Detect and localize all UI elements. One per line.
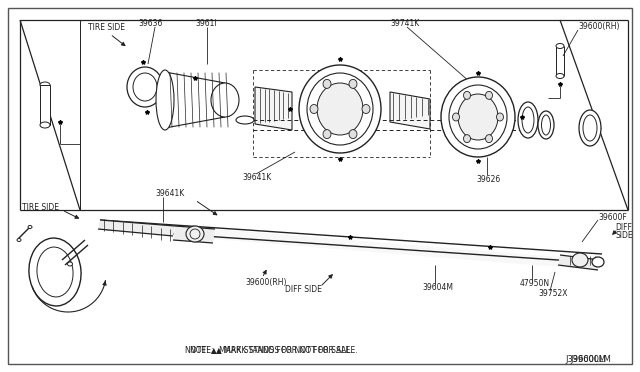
Ellipse shape	[307, 73, 373, 145]
Ellipse shape	[40, 122, 50, 128]
Ellipse shape	[458, 94, 498, 140]
Ellipse shape	[186, 226, 204, 242]
Text: J39600LM: J39600LM	[565, 355, 606, 363]
Polygon shape	[558, 255, 600, 270]
Ellipse shape	[541, 115, 550, 135]
Ellipse shape	[518, 102, 538, 138]
Text: 47950N: 47950N	[520, 279, 550, 289]
Ellipse shape	[362, 105, 370, 113]
Text: 39636: 39636	[138, 19, 163, 29]
Ellipse shape	[236, 116, 254, 124]
Text: TIRE SIDE: TIRE SIDE	[88, 23, 125, 32]
Ellipse shape	[211, 83, 239, 117]
Ellipse shape	[579, 110, 601, 146]
Ellipse shape	[299, 65, 381, 153]
Polygon shape	[255, 87, 292, 130]
Text: 39600F: 39600F	[598, 212, 627, 221]
Ellipse shape	[486, 92, 493, 99]
Polygon shape	[165, 72, 225, 128]
Polygon shape	[40, 85, 50, 125]
Ellipse shape	[556, 74, 564, 78]
Ellipse shape	[317, 83, 363, 135]
Text: NOTE: ▲ MARK STANDS FOR NOT FOR SALE.: NOTE: ▲ MARK STANDS FOR NOT FOR SALE.	[185, 346, 353, 355]
Ellipse shape	[323, 79, 331, 89]
Ellipse shape	[37, 247, 73, 297]
Ellipse shape	[323, 129, 331, 139]
Ellipse shape	[583, 115, 597, 141]
Ellipse shape	[463, 92, 470, 99]
Ellipse shape	[349, 129, 357, 139]
Text: 39626: 39626	[476, 174, 500, 183]
Text: 39600(RH): 39600(RH)	[245, 278, 287, 286]
Text: 39641K: 39641K	[155, 189, 184, 199]
Text: 39752X: 39752X	[538, 289, 568, 298]
Text: 39641K: 39641K	[242, 173, 271, 182]
Polygon shape	[556, 46, 564, 76]
Ellipse shape	[29, 238, 81, 306]
Ellipse shape	[349, 79, 357, 89]
Text: 39600(RH): 39600(RH)	[578, 22, 620, 32]
Ellipse shape	[463, 135, 470, 142]
Ellipse shape	[486, 135, 493, 142]
Text: SIDE: SIDE	[615, 231, 632, 241]
Ellipse shape	[441, 77, 515, 157]
Ellipse shape	[522, 107, 534, 133]
Ellipse shape	[190, 229, 200, 239]
Text: J39600LM: J39600LM	[570, 355, 611, 363]
Ellipse shape	[156, 70, 174, 130]
Ellipse shape	[67, 262, 72, 266]
Ellipse shape	[133, 73, 157, 101]
Ellipse shape	[452, 113, 460, 121]
Ellipse shape	[572, 253, 588, 267]
Ellipse shape	[310, 105, 318, 113]
Ellipse shape	[497, 113, 504, 121]
Text: NOTE: ▲ MARK STANDS FOR NOT FOR SALE.: NOTE: ▲ MARK STANDS FOR NOT FOR SALE.	[190, 346, 358, 355]
Ellipse shape	[127, 67, 163, 107]
Ellipse shape	[449, 85, 507, 149]
Text: TIRE SIDE: TIRE SIDE	[22, 202, 59, 212]
Text: DIFF SIDE: DIFF SIDE	[285, 285, 322, 295]
Ellipse shape	[17, 238, 21, 241]
Ellipse shape	[40, 82, 50, 88]
Ellipse shape	[28, 225, 32, 228]
Text: DIFF: DIFF	[615, 222, 632, 231]
Polygon shape	[212, 229, 585, 269]
Ellipse shape	[592, 257, 604, 267]
Polygon shape	[390, 92, 430, 129]
Polygon shape	[98, 220, 175, 236]
Text: 39741K: 39741K	[390, 19, 419, 29]
Ellipse shape	[556, 44, 564, 48]
Ellipse shape	[538, 111, 554, 139]
Text: 3961I: 3961I	[195, 19, 216, 29]
Text: 39604M: 39604M	[422, 283, 453, 292]
Polygon shape	[173, 226, 215, 243]
